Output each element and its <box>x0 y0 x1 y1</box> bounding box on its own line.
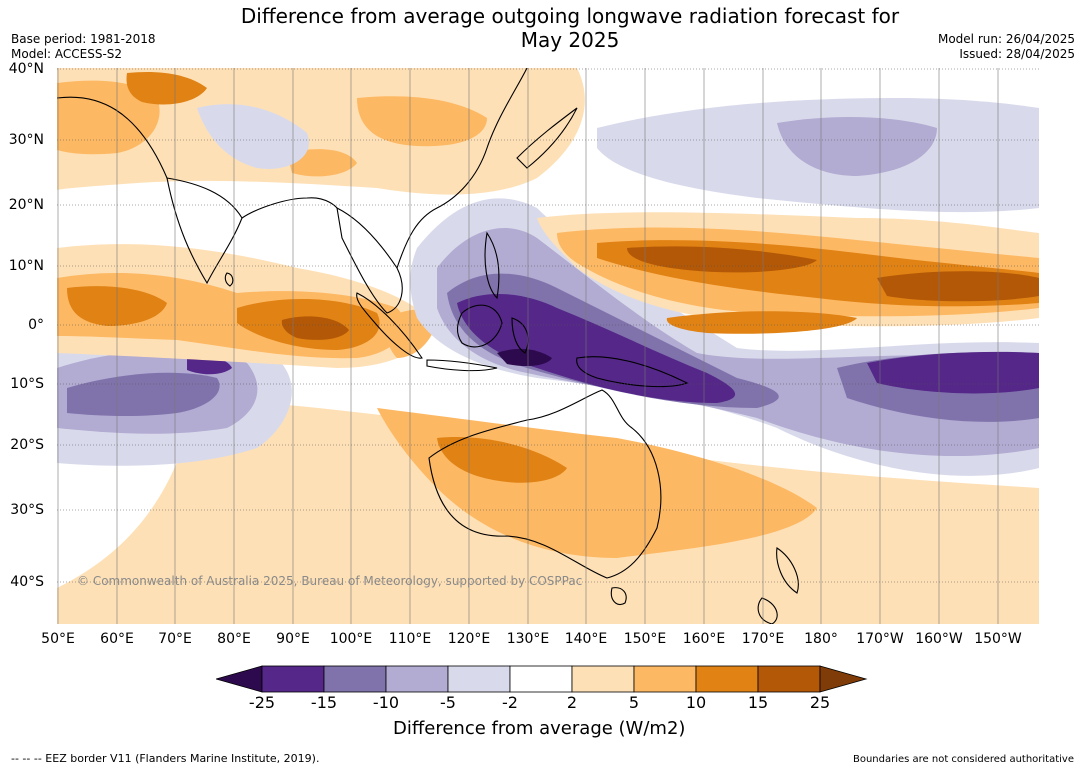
lon-label: 160°E <box>682 631 726 647</box>
java-coast <box>426 359 498 372</box>
lon-label: 80°E <box>217 631 251 647</box>
new-guinea-coast <box>576 356 689 388</box>
colorbar-bin <box>385 665 449 693</box>
lon-label: 140°E <box>564 631 608 647</box>
colorbar-tick: -2 <box>502 693 518 712</box>
title-line-2: May 2025 <box>520 28 620 52</box>
model-name: Model: ACCESS-S2 <box>11 47 123 61</box>
base-period: Base period: 1981-2018 <box>11 32 156 46</box>
indochina-coast <box>336 207 403 314</box>
tasmania-coast <box>610 587 627 606</box>
lon-label: 120°E <box>447 631 491 647</box>
olr-anomaly-map <box>57 68 1039 624</box>
lon-label: 50°E <box>41 631 75 647</box>
anomaly-wpac-deep-purple <box>457 293 1039 403</box>
lat-label: 20°S <box>10 437 44 453</box>
colorbar-tick: 25 <box>809 693 831 712</box>
lat-label: 30°S <box>10 502 44 518</box>
lat-label: 20°N <box>8 197 44 213</box>
anomaly-npac-brown <box>627 246 1039 302</box>
lon-label: 150°E <box>623 631 667 647</box>
colorbar-tick: 10 <box>685 693 707 712</box>
lon-label: 170°E <box>741 631 785 647</box>
anomaly-china-purple <box>197 104 309 169</box>
lon-gridlines <box>57 68 999 624</box>
colorbar-swatches <box>214 665 868 693</box>
colorbar-bin <box>757 665 821 693</box>
colorbar-bin <box>571 665 635 693</box>
philippines-coast <box>484 231 500 300</box>
anomaly-australia-darker <box>437 437 567 483</box>
borneo-coast <box>456 304 503 348</box>
lon-label: 110°E <box>388 631 432 647</box>
anomaly-field <box>57 68 1039 624</box>
colorbar-tick: 15 <box>747 693 769 712</box>
colorbar-tick: -25 <box>248 693 276 712</box>
lon-label: 100°E <box>329 631 373 647</box>
colorbar-bin <box>509 665 573 693</box>
meta-right: Model run: 26/04/2025 Issued: 28/04/2025 <box>938 32 1075 62</box>
map-title: Difference from average outgoing longwav… <box>0 4 1085 52</box>
lat-label: 40°N <box>8 61 44 77</box>
boundaries-note: Boundaries are not considered authoritat… <box>852 754 1074 765</box>
colorbar-max-arrow <box>819 665 868 693</box>
lon-label: 130°E <box>506 631 550 647</box>
japan-coast <box>516 107 578 169</box>
colorbar-tick: 2 <box>566 693 578 712</box>
title-line-1: Difference from average outgoing longwav… <box>240 4 900 28</box>
lat-label: 40°S <box>10 574 44 590</box>
lat-label: 10°S <box>10 376 44 392</box>
colorbar-bin <box>633 665 697 693</box>
anomaly-eq-indian-brown <box>281 316 349 340</box>
colorbar <box>214 665 870 699</box>
eez-note: -- -- -- EEZ border V11 (Flanders Marine… <box>11 752 320 765</box>
colorbar-bin <box>323 665 387 693</box>
lon-label: 90°E <box>276 631 310 647</box>
colorbar-bin <box>447 665 511 693</box>
lon-label: 180° <box>804 631 838 647</box>
australia-coast <box>428 389 662 579</box>
anomaly-s-indian-dark-purple <box>67 372 220 417</box>
lat-label: 0° <box>28 317 44 333</box>
anomaly-asia-orange <box>57 80 487 177</box>
sri-lanka-coast <box>224 272 234 287</box>
new-zealand-coast <box>757 547 799 624</box>
anomaly-asia-dark-orange <box>126 71 207 105</box>
india-coast <box>166 177 243 285</box>
lat-label: 30°N <box>8 132 44 148</box>
colorbar-label: Difference from average (W/m2) <box>393 718 686 739</box>
lon-label: 150°W <box>974 631 1022 647</box>
issued-date: Issued: 28/04/2025 <box>959 47 1075 61</box>
meta-left: Base period: 1981-2018 Model: ACCESS-S2 <box>11 32 156 62</box>
colorbar-min-arrow <box>214 665 263 693</box>
colorbar-tick: -10 <box>372 693 400 712</box>
sumatra-coast <box>356 292 423 359</box>
lon-label: 70°E <box>158 631 192 647</box>
lat-label: 10°N <box>8 258 44 274</box>
anomaly-ne-pacific-purple <box>777 116 937 176</box>
anomaly-wpac-darkest-purple <box>497 348 552 366</box>
colorbar-tick: 5 <box>628 693 640 712</box>
colorbar-bin <box>261 665 325 693</box>
copyright-notice: © Commonwealth of Australia 2025, Bureau… <box>77 574 583 588</box>
colorbar-tick: -15 <box>310 693 338 712</box>
lon-label: 170°W <box>856 631 904 647</box>
lon-label: 60°E <box>100 631 134 647</box>
colorbar-bin <box>695 665 759 693</box>
model-run: Model run: 26/04/2025 <box>937 32 1075 46</box>
lon-label: 160°W <box>915 631 963 647</box>
colorbar-tick: -5 <box>440 693 456 712</box>
